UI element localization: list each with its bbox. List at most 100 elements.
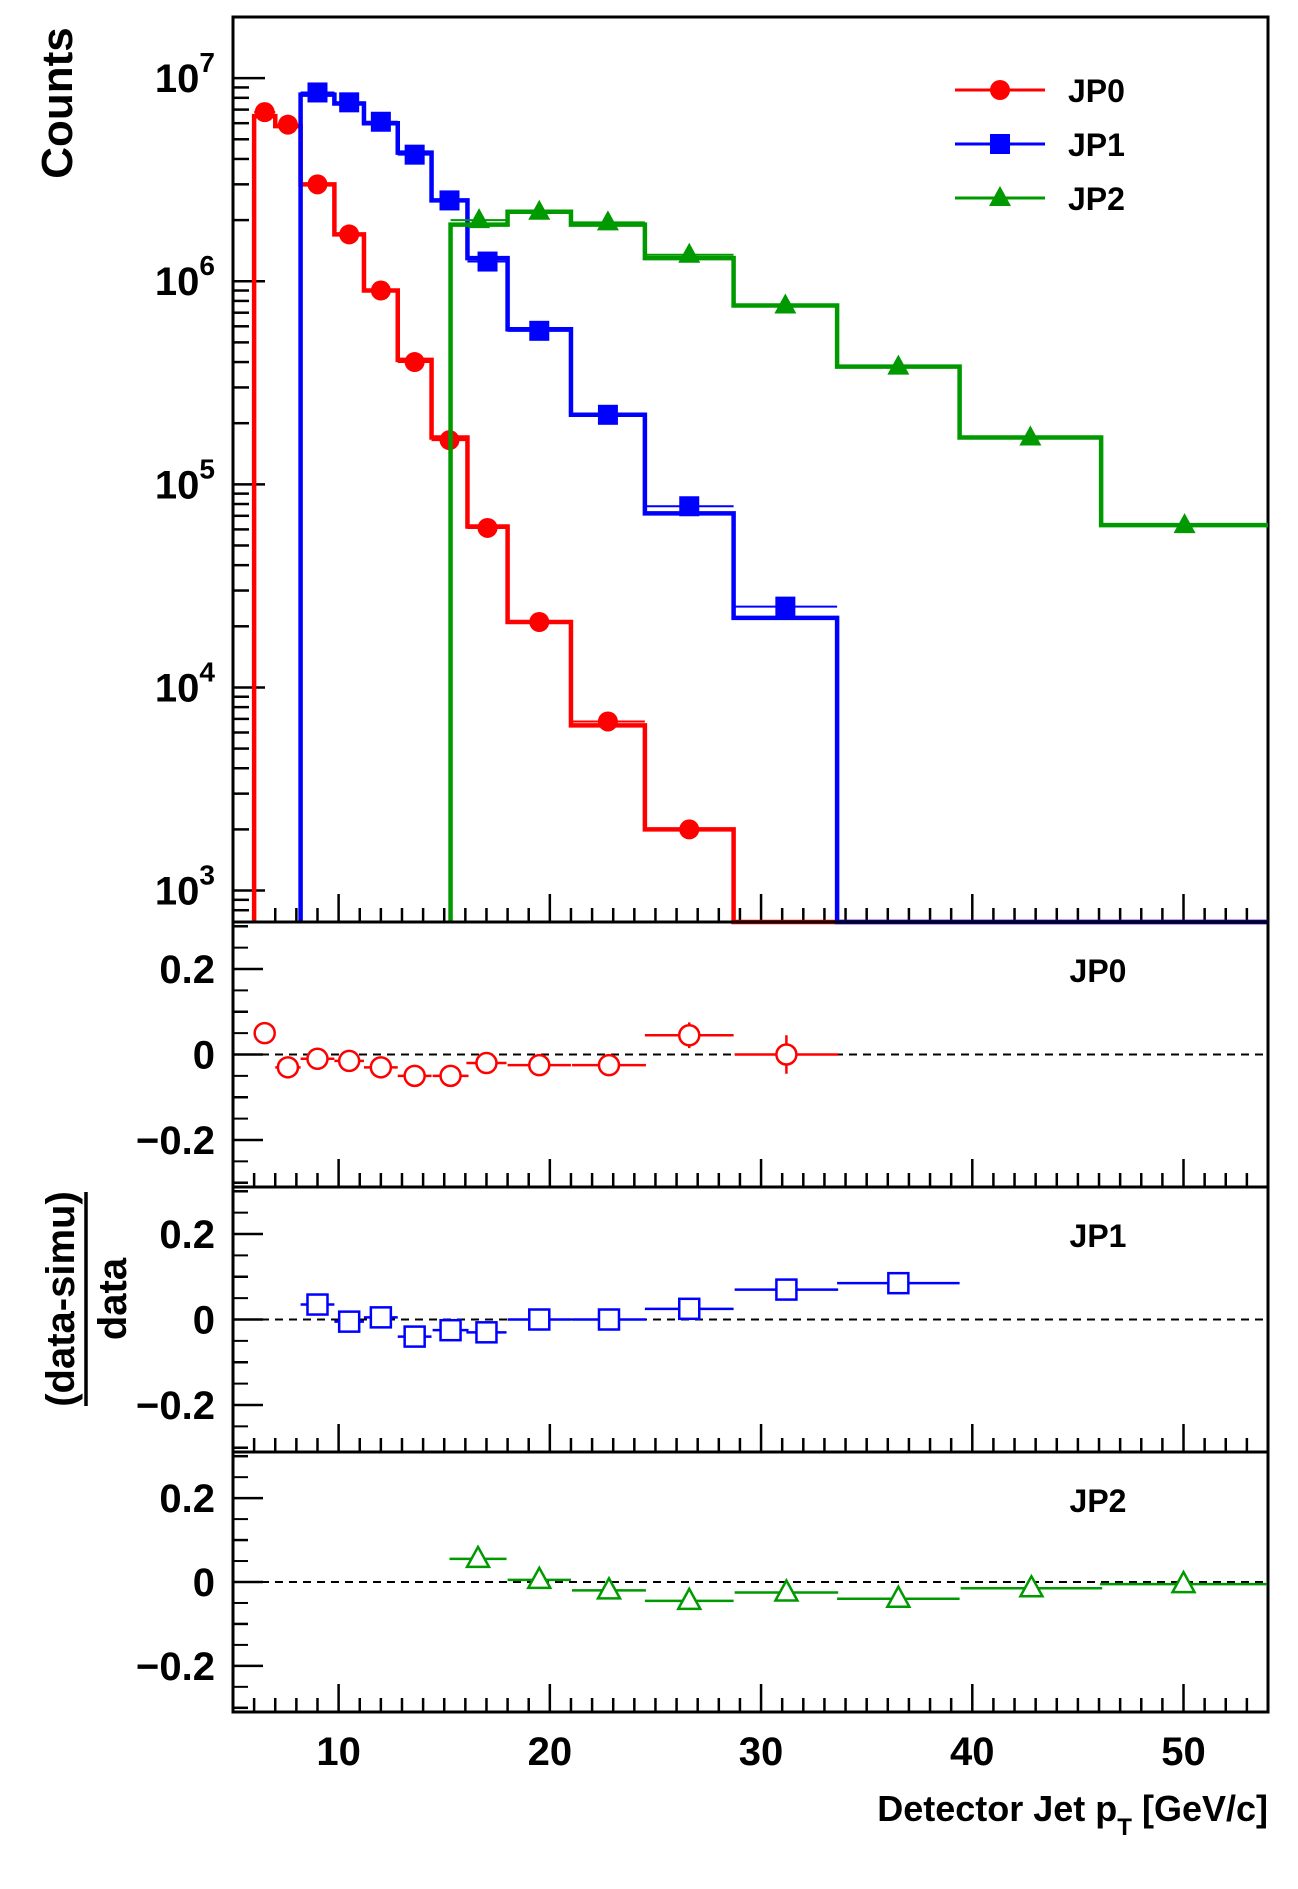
y-tick-label: 107 — [155, 47, 215, 101]
data-point-jp2 — [528, 199, 551, 220]
ratio-point-jp2 — [464, 1544, 492, 1569]
data-point-jp0 — [254, 102, 275, 123]
data-point-jp0 — [339, 224, 360, 245]
y-tick-label: 0.2 — [159, 1477, 215, 1521]
y-axis-title-ratio: (data-simu) data — [39, 1191, 135, 1407]
y-tick-label-exponent: 6 — [199, 250, 215, 281]
ratio-point-jp2 — [676, 1586, 703, 1611]
legend-marker-jp1 — [990, 134, 1010, 154]
ratio-panel-label: JP2 — [1070, 1483, 1127, 1519]
legend-label-jp0: JP0 — [1068, 73, 1125, 109]
ratio-point-jp0 — [528, 1053, 551, 1077]
ratio-panel-label: JP0 — [1070, 953, 1127, 989]
data-point-jp0 — [404, 352, 425, 373]
ratio-point-jp1 — [403, 1325, 426, 1348]
legend-label-jp2: JP2 — [1068, 181, 1125, 217]
data-point-jp0 — [277, 114, 298, 135]
ratio-point-jp2 — [1018, 1573, 1045, 1598]
data-point-jp2 — [887, 354, 910, 375]
ratio-panel-jp1: −0.2 0 0.2 JP1 — [136, 1185, 1270, 1454]
y-tick-label: 0 — [193, 1299, 215, 1343]
ratio-point-jp1 — [775, 1278, 798, 1301]
legend: JP0 JP1 JP2 — [955, 73, 1125, 217]
hist-step-jp0 — [251, 113, 1268, 925]
ratio-point-jp2 — [885, 1584, 912, 1609]
y-tick-label: 0 — [193, 1034, 215, 1078]
ratio-point-jp1 — [475, 1321, 498, 1344]
x-axis-title: Detector Jet pT [GeV/c] — [877, 1788, 1268, 1841]
y-tick-label-base: 10 — [155, 260, 200, 304]
x-tick-label: 30 — [739, 1730, 784, 1774]
y-tick-label-base: 10 — [155, 870, 200, 914]
data-point-jp1 — [307, 82, 328, 103]
y-axis-title-counts: Counts — [33, 27, 82, 179]
y-tick-label: 103 — [155, 860, 215, 914]
data-point-jp1 — [339, 92, 360, 113]
y-tick-label: −0.2 — [136, 1119, 215, 1163]
ratio-point-jp1 — [597, 1308, 621, 1331]
ratio-label-denominator: data — [91, 1257, 135, 1340]
x-tick-label: 10 — [316, 1730, 361, 1774]
ratio-point-jp1 — [528, 1308, 551, 1331]
ratio-panel-jp2: −0.2 0 0.2 JP2 — [136, 1450, 1270, 1714]
data-point-jp1 — [370, 111, 391, 132]
y-tick-label: 106 — [155, 250, 215, 304]
ratio-point-jp2 — [526, 1565, 553, 1590]
y-tick-label-base: 10 — [155, 666, 200, 710]
data-point-jp1 — [679, 496, 700, 517]
data-point-jp1 — [404, 144, 425, 165]
y-tick-label-exponent: 7 — [199, 47, 215, 78]
data-point-jp1 — [597, 404, 618, 425]
y-tick-label: 0 — [193, 1561, 215, 1605]
ratio-point-jp1 — [887, 1271, 910, 1295]
x-axis-title-unit: [GeV/c] — [1142, 1788, 1268, 1829]
ratio-point-jp0 — [337, 1049, 361, 1073]
series-jp2 — [448, 199, 1268, 922]
data-point-jp0 — [370, 280, 391, 301]
data-point-jp0 — [477, 517, 498, 538]
x-tick-labels: 10 20 30 40 50 — [316, 1730, 1205, 1774]
ratio-point-jp2 — [595, 1575, 623, 1600]
legend-label-jp1: JP1 — [1068, 127, 1125, 163]
data-point-jp2 — [774, 293, 797, 314]
y-tick-label-exponent: 3 — [199, 860, 215, 891]
ratio-point-jp0 — [403, 1064, 426, 1088]
ratio-point-jp0 — [439, 1064, 462, 1088]
ratio-point-jp0 — [253, 1021, 276, 1045]
x-tick-label: 20 — [528, 1730, 573, 1774]
y-tick-label: 0.2 — [159, 948, 215, 992]
ratio-point-jp0 — [306, 1047, 329, 1071]
series-jp1 — [298, 82, 1268, 925]
hist-step-jp2 — [448, 209, 1268, 922]
hist-step-jp1 — [298, 92, 1268, 925]
x-tick-label: 50 — [1161, 1730, 1206, 1774]
y-tick-label-exponent: 4 — [199, 656, 215, 687]
y-tick-label: 0.2 — [159, 1213, 215, 1257]
data-point-jp1 — [439, 190, 460, 211]
x-tick-label: 40 — [950, 1730, 995, 1774]
data-point-jp0 — [597, 711, 618, 732]
x-axis-title-main: Detector Jet p — [877, 1788, 1117, 1829]
data-point-jp0 — [529, 611, 550, 632]
data-point-jp1 — [529, 320, 550, 341]
series-jp0 — [251, 102, 1268, 925]
legend-marker-jp0 — [990, 80, 1010, 100]
data-point-jp2 — [1173, 513, 1196, 534]
data-point-jp2 — [596, 210, 619, 231]
ratio-point-jp1 — [306, 1293, 329, 1316]
data-point-jp2 — [1019, 425, 1042, 446]
y-tick-label-exponent: 5 — [199, 453, 215, 484]
data-point-jp2 — [678, 242, 701, 263]
legend-marker-jp2 — [989, 186, 1011, 206]
y-tick-label: 104 — [155, 656, 216, 710]
ratio-point-jp1 — [337, 1310, 361, 1333]
ratio-point-jp0 — [775, 1043, 798, 1066]
ratio-point-jp1 — [677, 1297, 701, 1321]
ratio-panel-jp0: −0.2 0 0.2 JP0 — [136, 920, 1270, 1189]
y-tick-label: 105 — [155, 453, 215, 507]
y-tick-label: −0.2 — [136, 1645, 215, 1689]
ratio-point-jp2 — [773, 1577, 800, 1602]
ratio-panels: −0.2 0 0.2 JP0 −0.2 0 0.2 JP1 −0.2 0 0.2 JP2 10 20 30 4… — [136, 920, 1270, 1774]
ratio-point-jp0 — [597, 1053, 621, 1077]
